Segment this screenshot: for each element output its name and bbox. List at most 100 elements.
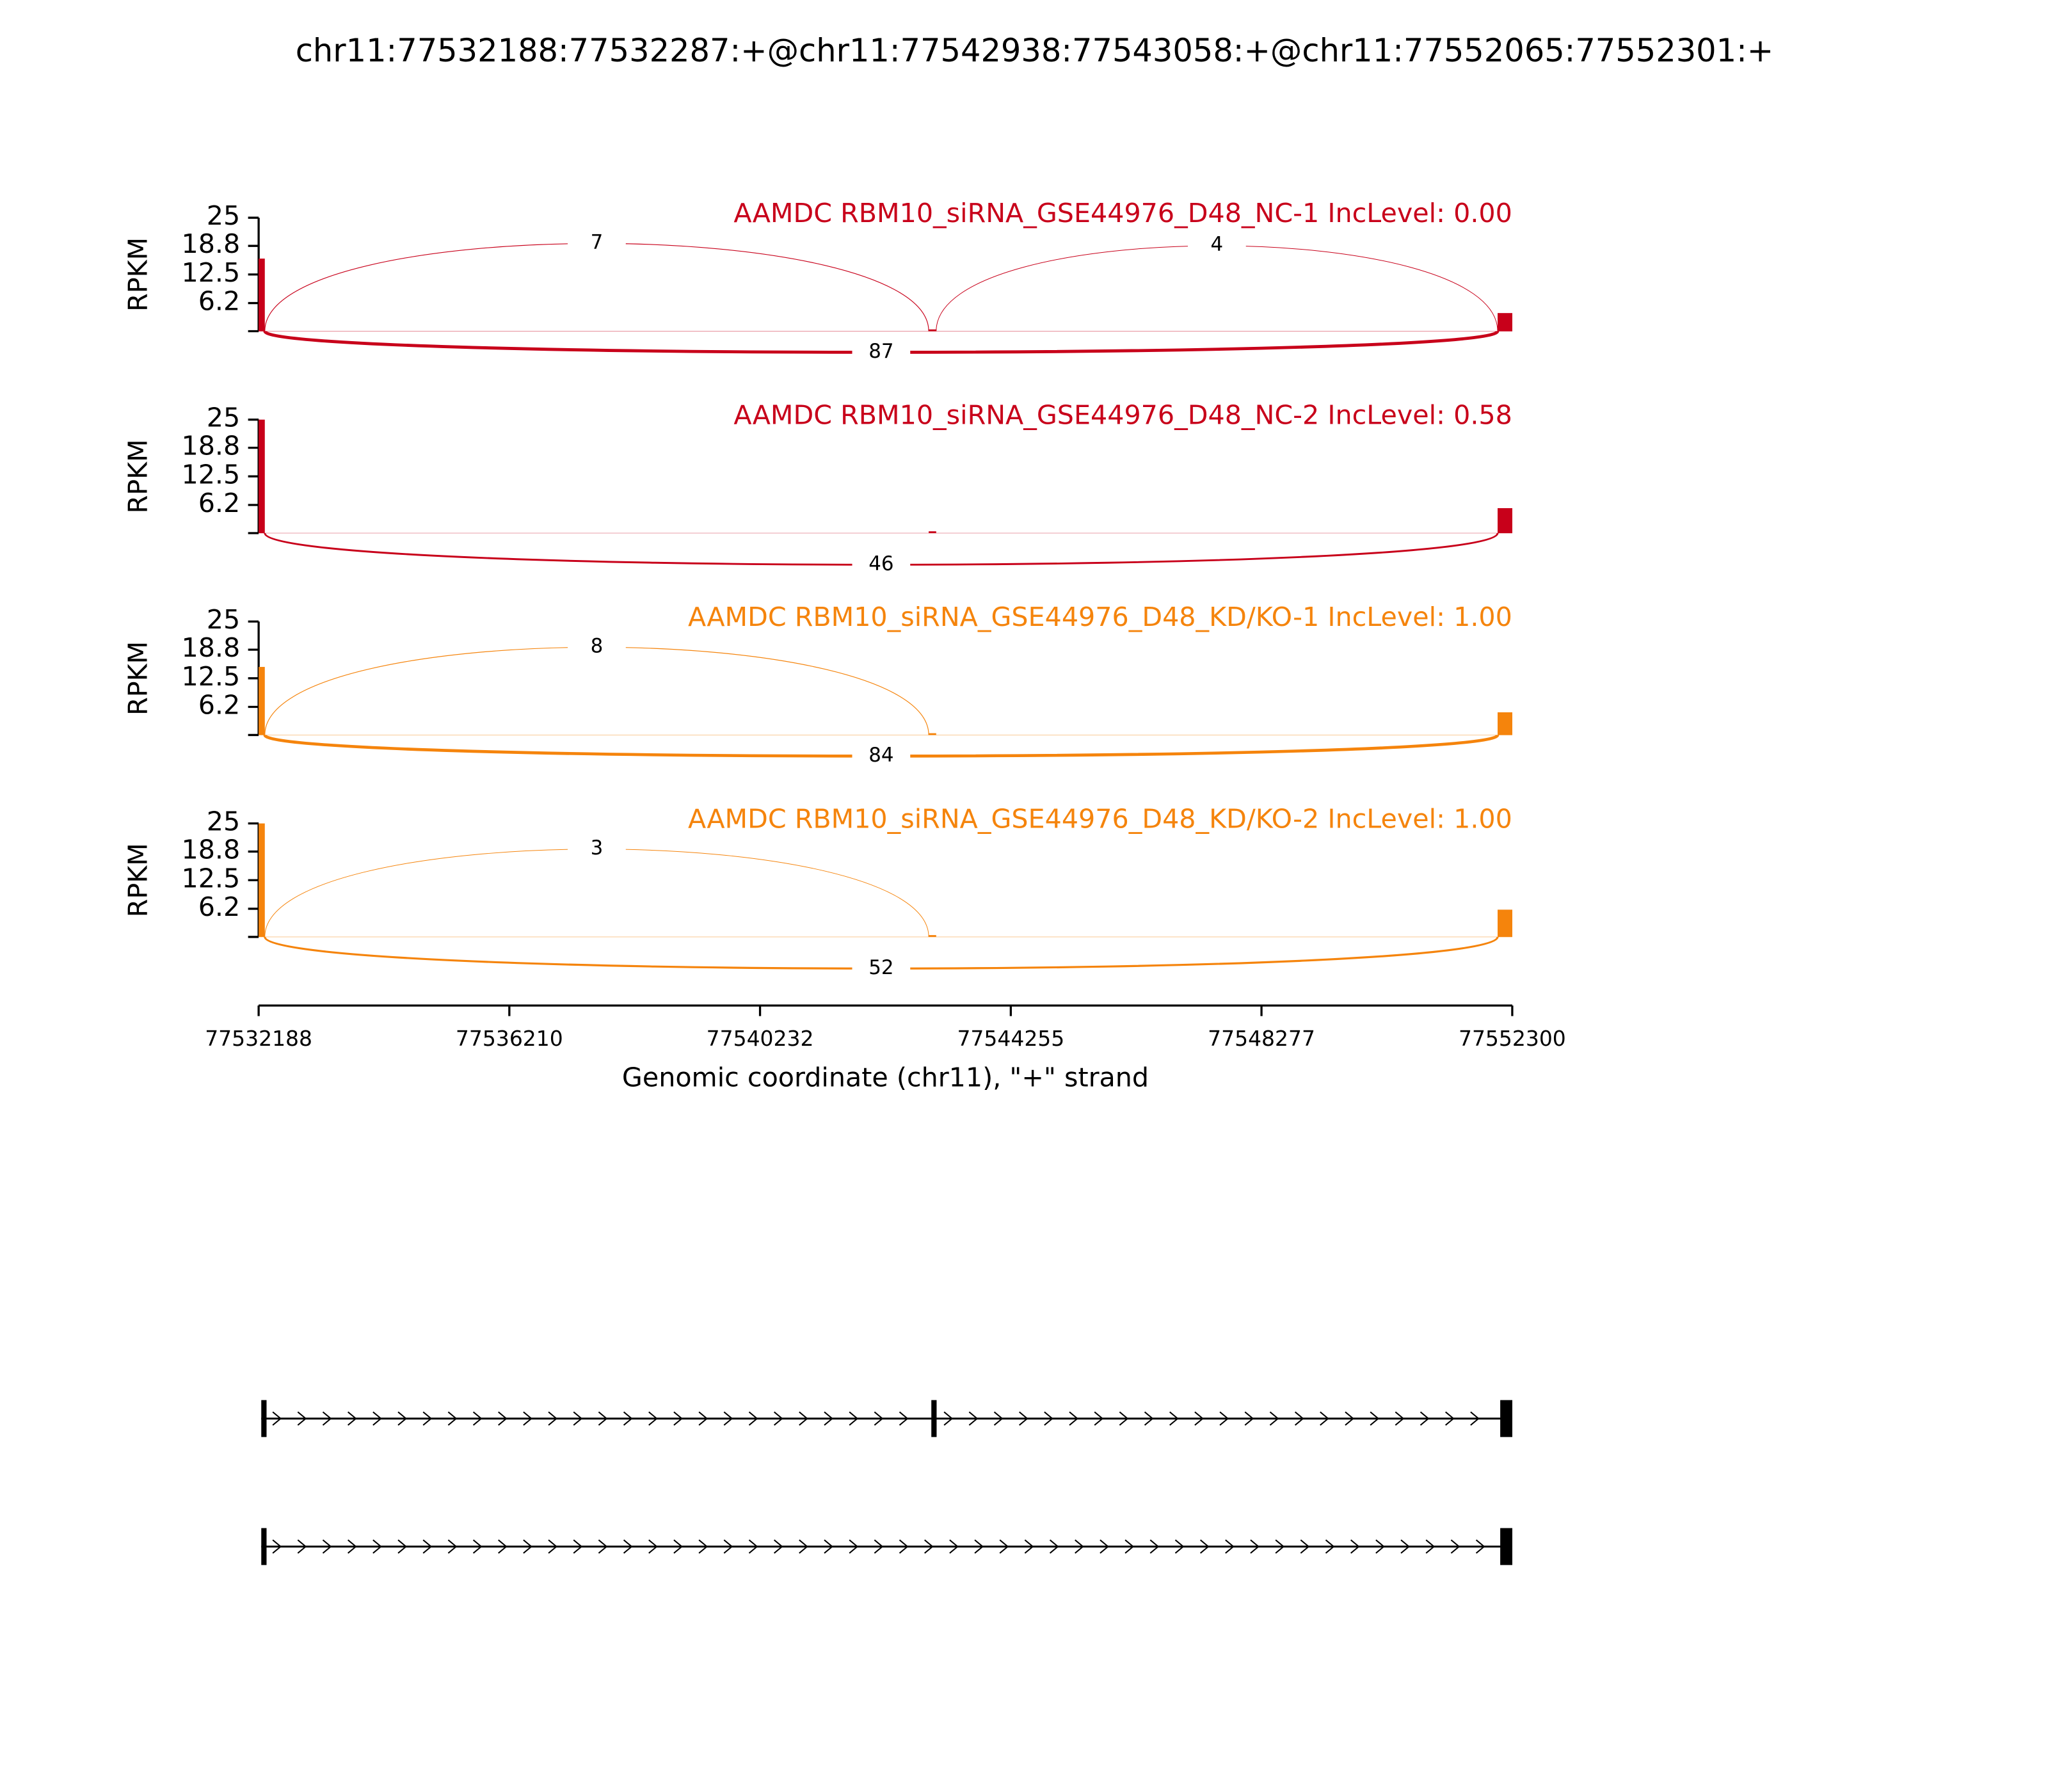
intron-arrow (573, 1539, 583, 1554)
x-tick-label: 77532188 (205, 1026, 312, 1051)
y-tick-label: 6.2 (198, 689, 241, 720)
y-tick-label: 12.5 (181, 459, 240, 490)
panel-label: AAMDC RBM10_siRNA_GSE44976_D48_KD/KO-2 I… (688, 803, 1512, 834)
junction-arc (264, 243, 929, 332)
coverage (929, 531, 936, 533)
intron-arrow (472, 1539, 483, 1554)
intron-arrow (849, 1411, 859, 1426)
x-tick-label: 77540232 (707, 1026, 814, 1051)
coverage (1497, 508, 1512, 533)
junction-label: 52 (868, 956, 893, 979)
intron-arrow (799, 1411, 808, 1426)
junction-label-bg (568, 231, 626, 255)
y-axis-label: RPKM (123, 641, 154, 716)
intron-arrow (723, 1539, 733, 1554)
intron-arrow (673, 1539, 683, 1554)
junction-label: 7 (591, 231, 604, 254)
intron-arrow (648, 1539, 658, 1554)
intron-arrow (422, 1411, 433, 1426)
intron-arrow (974, 1539, 984, 1554)
junction-label-bg (568, 635, 626, 659)
intron-arrow (899, 1411, 909, 1426)
junction-label: 87 (868, 340, 893, 363)
intron-arrow (322, 1411, 332, 1426)
junction-label-bg (1188, 234, 1246, 258)
intron-arrow (698, 1411, 708, 1426)
intron-arrow (372, 1411, 382, 1426)
intron-arrow (949, 1539, 959, 1554)
intron-arrow (874, 1411, 884, 1426)
intron-arrow (1024, 1539, 1034, 1554)
intron-arrow (1219, 1411, 1229, 1426)
intron-arrow (773, 1411, 783, 1426)
x-axis-label: Genomic coordinate (chr11), "+" strand (622, 1062, 1149, 1093)
intron-arrow (623, 1539, 633, 1554)
intron-arrow (1044, 1411, 1053, 1426)
y-tick-label: 18.8 (181, 835, 240, 865)
y-tick-label: 25 (207, 806, 240, 837)
intron-arrow (1174, 1539, 1185, 1554)
junction-arc (264, 646, 929, 735)
intron-arrow (1325, 1539, 1335, 1554)
junction-arc (936, 245, 1498, 332)
intron-arrow (924, 1539, 934, 1554)
intron-arrow (1124, 1539, 1135, 1554)
intron-arrow (1244, 1411, 1254, 1426)
y-tick-label: 18.8 (181, 228, 240, 259)
intron-arrow (748, 1411, 758, 1426)
intron-arrow (348, 1411, 357, 1426)
intron-arrow (899, 1539, 909, 1554)
coverage (929, 935, 936, 937)
intron-arrow (598, 1411, 608, 1426)
coverage (1497, 712, 1512, 735)
exon (261, 1400, 267, 1437)
intron-arrow (498, 1539, 508, 1554)
intron-arrow (1094, 1411, 1104, 1426)
intron-arrow (1450, 1539, 1460, 1554)
intron-arrow (874, 1539, 884, 1554)
intron-arrow (272, 1411, 282, 1426)
coverage (929, 733, 936, 735)
intron-arrow (573, 1411, 583, 1426)
intron-arrow (598, 1539, 608, 1554)
intron-arrow (1119, 1411, 1129, 1426)
intron-arrow (824, 1539, 833, 1554)
intron-arrow (523, 1411, 532, 1426)
coverage (1497, 313, 1512, 332)
exon (1500, 1400, 1512, 1437)
y-tick-label: 25 (207, 604, 240, 635)
y-tick-label: 6.2 (198, 286, 241, 317)
intron-arrow (1375, 1539, 1385, 1554)
panel-label: AAMDC RBM10_siRNA_GSE44976_D48_KD/KO-1 I… (688, 602, 1512, 632)
intron-arrow (548, 1539, 558, 1554)
coverage (259, 259, 265, 332)
junction-label-bg (852, 956, 911, 980)
junction-arc (264, 849, 929, 937)
intron-arrow (297, 1539, 307, 1554)
intron-arrow (1420, 1411, 1430, 1426)
y-axis-label: RPKM (123, 439, 154, 513)
intron-arrow (472, 1411, 483, 1426)
intron-arrow (648, 1411, 658, 1426)
intron-arrow (1144, 1411, 1154, 1426)
intron-arrow (1395, 1411, 1405, 1426)
junction-label-bg (852, 552, 911, 577)
y-tick-label: 6.2 (198, 488, 241, 518)
intron-arrow (1149, 1539, 1160, 1554)
intron-arrow (993, 1411, 1004, 1426)
intron-arrow (548, 1411, 558, 1426)
intron-arrow (1444, 1411, 1455, 1426)
y-tick-label: 12.5 (181, 863, 240, 893)
chart-title: chr11:77532188:77532287:+@chr11:77542938… (296, 32, 1774, 69)
junction-label: 84 (868, 744, 893, 767)
coverage (259, 823, 265, 937)
intron-arrow (1425, 1539, 1436, 1554)
coverage (259, 419, 265, 533)
intron-arrow (1069, 1411, 1079, 1426)
intron-arrow (1225, 1539, 1235, 1554)
intron-arrow (297, 1411, 307, 1426)
x-tick-label: 77548277 (1208, 1026, 1315, 1051)
y-axis-label: RPKM (123, 237, 154, 312)
intron-arrow (523, 1539, 532, 1554)
